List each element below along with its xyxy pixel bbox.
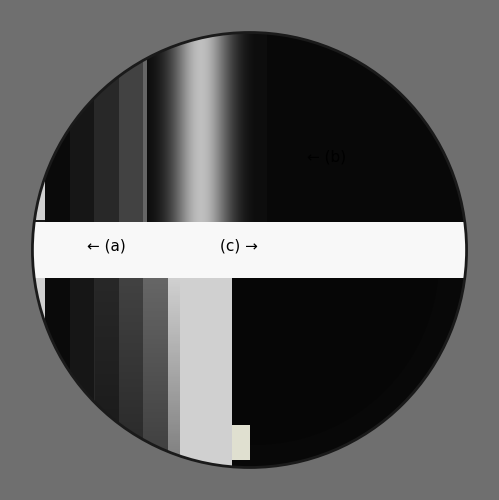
Bar — [168, 0, 193, 222]
Bar — [45, 0, 69, 500]
Bar — [32, 278, 207, 468]
Bar — [94, 278, 119, 500]
Bar — [69, 278, 94, 500]
Bar — [69, 278, 94, 468]
Bar — [193, 0, 217, 500]
Bar — [32, 222, 267, 278]
Bar — [45, 278, 69, 468]
Text: (c) →: (c) → — [220, 238, 257, 254]
Wedge shape — [40, 250, 467, 468]
Bar — [35, 278, 232, 468]
Bar — [143, 0, 168, 222]
Bar — [45, 0, 69, 222]
Bar — [45, 278, 69, 500]
Bar — [69, 0, 94, 500]
Wedge shape — [95, 260, 439, 445]
Bar — [32, 220, 70, 330]
Bar — [193, 0, 217, 222]
Bar — [119, 278, 143, 468]
Bar — [168, 0, 193, 500]
Bar — [119, 0, 143, 500]
Bar — [119, 0, 143, 222]
Bar — [193, 278, 217, 500]
Bar — [143, 278, 168, 500]
Bar — [168, 278, 193, 500]
Bar — [222, 425, 250, 460]
Bar — [143, 0, 168, 500]
Bar — [94, 278, 119, 468]
Bar — [69, 0, 94, 222]
Bar — [143, 278, 168, 468]
Bar — [94, 0, 119, 222]
Circle shape — [32, 32, 467, 468]
Text: ← (a): ← (a) — [87, 238, 126, 254]
Bar — [94, 0, 119, 500]
Text: ← (b): ← (b) — [307, 150, 346, 165]
Wedge shape — [250, 32, 467, 250]
Bar — [119, 278, 143, 500]
Bar — [32, 222, 467, 278]
